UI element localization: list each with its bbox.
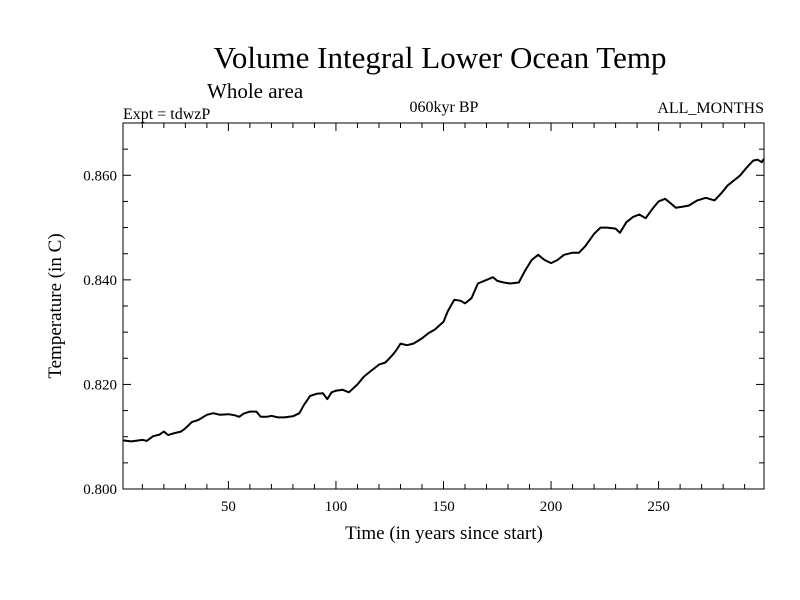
x-tick-label: 250 (647, 499, 670, 515)
experiment-label: Expt = tdwzP (123, 106, 210, 123)
period-label: 060kyr BP (410, 99, 479, 116)
plot-frame (122, 122, 765, 490)
axis-tick-labels: 50 100 150 200 250 0.800 0.820 0.840 0.860 (83, 168, 670, 515)
chart-title: Volume Integral Lower Ocean Temp (214, 40, 667, 75)
y-tick-label: 0.820 (83, 377, 117, 393)
y-tick-label: 0.840 (83, 273, 117, 289)
series-line (122, 158, 765, 443)
x-tick-label: 50 (221, 499, 236, 515)
x-tick-label: 100 (325, 499, 348, 515)
y-axis-label: Temperature (in C) (45, 233, 66, 378)
y-tick-label: 0.860 (83, 168, 117, 184)
axis-ticks (123, 123, 764, 489)
x-tick-label: 150 (432, 499, 455, 515)
months-label: ALL_MONTHS (657, 100, 764, 117)
x-tick-label: 200 (540, 499, 563, 515)
x-axis-label: Time (in years since start) (345, 523, 543, 544)
y-tick-label: 0.800 (83, 482, 117, 498)
chart-subtitle: Whole area (207, 79, 304, 103)
